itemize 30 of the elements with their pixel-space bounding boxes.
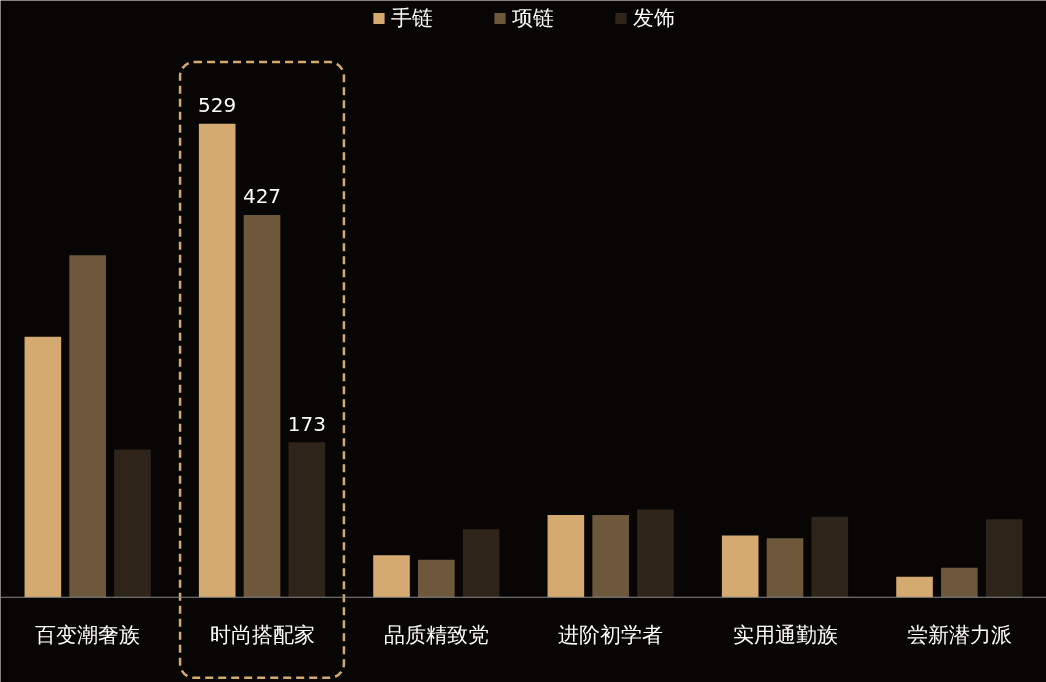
x-tick-label: 尝新潜力派 — [906, 623, 1012, 648]
bar — [114, 449, 151, 598]
bar — [766, 538, 804, 598]
bar — [547, 514, 585, 598]
bar — [373, 555, 410, 598]
bar — [941, 567, 978, 598]
data-label: 173 — [287, 411, 326, 436]
x-tick-label: 实用通勤族 — [732, 623, 838, 648]
bar — [418, 559, 455, 598]
data-label: 427 — [242, 184, 282, 209]
bar — [243, 214, 281, 598]
bar — [985, 519, 1023, 598]
bar — [721, 535, 759, 598]
legend-label: 项链 — [511, 5, 554, 32]
data-label: 529 — [198, 92, 237, 117]
bar — [198, 123, 236, 598]
legend-label: 发饰 — [632, 5, 675, 32]
bar — [811, 516, 849, 598]
x-tick-label: 品质精致党 — [383, 623, 489, 648]
bar — [896, 576, 933, 598]
bar — [288, 442, 326, 598]
x-tick-label: 百变潮奢族 — [35, 623, 141, 648]
bar — [24, 336, 62, 598]
legend-label: 手链 — [390, 5, 433, 32]
bar — [69, 255, 106, 598]
bar — [592, 514, 629, 598]
x-tick-label: 进阶初学者 — [558, 623, 664, 648]
bar — [462, 529, 500, 598]
bar — [637, 509, 674, 598]
x-tick-label: 时尚搭配家 — [209, 623, 315, 648]
